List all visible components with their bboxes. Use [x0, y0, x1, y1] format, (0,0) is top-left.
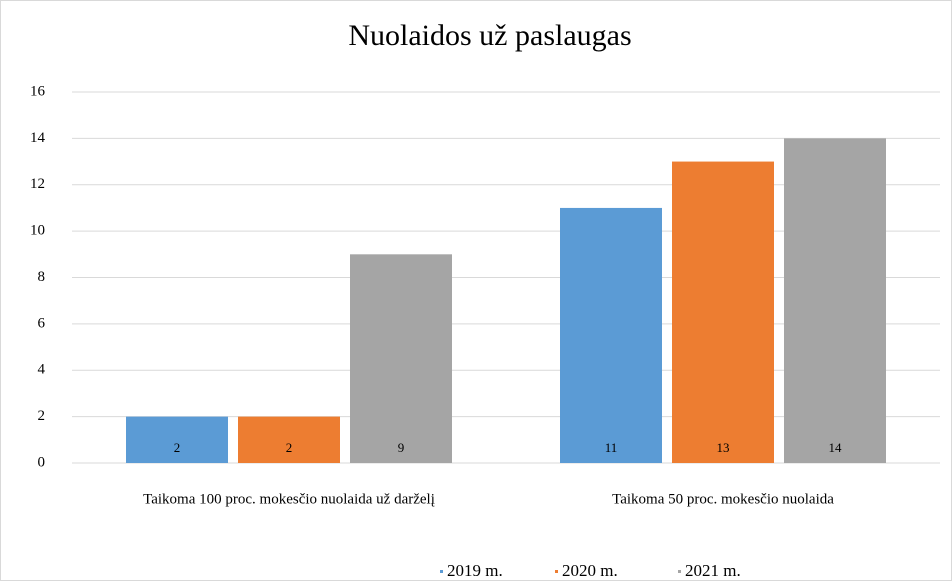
- data-label: 2: [286, 440, 293, 455]
- y-tick-label: 6: [38, 315, 46, 331]
- bar: [350, 254, 452, 463]
- y-tick-label: 14: [30, 130, 46, 146]
- data-label: 14: [829, 440, 843, 455]
- legend-swatch: [555, 570, 558, 573]
- legend-swatch: [440, 570, 443, 573]
- y-tick-label: 0: [38, 454, 46, 470]
- x-tick-label: Taikoma 50 proc. mokesčio nuolaida: [612, 491, 834, 507]
- bar: [560, 207, 662, 463]
- y-tick-label: 10: [30, 223, 45, 239]
- data-label: 13: [717, 440, 730, 455]
- y-tick-label: 8: [38, 269, 46, 285]
- legend-label: 2020 m.: [562, 561, 618, 580]
- bar: [238, 416, 340, 463]
- legend-label: 2021 m.: [685, 561, 741, 580]
- bar: [126, 416, 228, 463]
- legend-swatch: [678, 570, 681, 573]
- chart-title: Nuolaidos už paslaugas: [348, 19, 631, 52]
- bar: [672, 161, 774, 463]
- x-tick-label: Taikoma 100 proc. mokesčio nuolaida už d…: [143, 491, 435, 507]
- data-label: 9: [398, 440, 405, 455]
- legend-label: 2019 m.: [447, 561, 503, 580]
- y-tick-label: 2: [38, 408, 46, 424]
- data-label: 11: [605, 440, 618, 455]
- bar: [784, 138, 886, 463]
- y-tick-label: 4: [38, 362, 46, 378]
- y-tick-label: 16: [30, 83, 46, 99]
- y-tick-label: 12: [30, 176, 45, 192]
- data-label: 2: [174, 440, 181, 455]
